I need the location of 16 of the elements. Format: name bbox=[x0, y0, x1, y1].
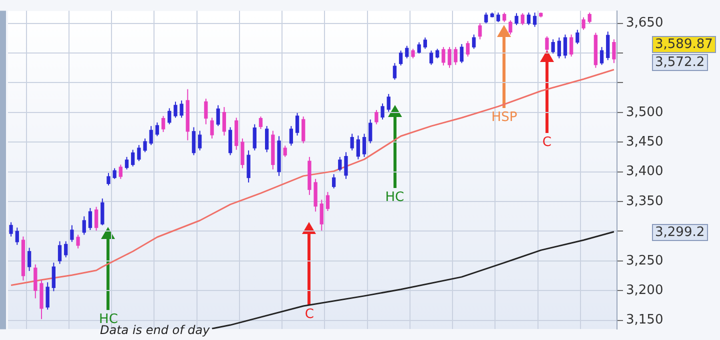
annotation: C bbox=[304, 307, 314, 322]
text: 3,589.87 bbox=[652, 36, 716, 53]
annotation: HSP bbox=[491, 110, 518, 125]
annotation: Data is end of day bbox=[100, 323, 210, 337]
text: 3,299.2 bbox=[652, 224, 708, 241]
annotation: C bbox=[542, 135, 552, 150]
y-tick-label: 3,500 bbox=[626, 104, 664, 120]
y-tick-label: 3,350 bbox=[626, 194, 664, 209]
y-tick-label: 3,150 bbox=[626, 312, 664, 328]
y-tick-label: 3,400 bbox=[626, 164, 664, 180]
annotation: HC bbox=[385, 190, 404, 205]
y-tick-label: 3,200 bbox=[626, 282, 664, 298]
text: 3,572.2 bbox=[652, 54, 708, 71]
y-tick-label: 3,250 bbox=[626, 253, 664, 268]
y-tick-label: 3,650 bbox=[626, 16, 664, 31]
y-tick-label: 3,450 bbox=[626, 134, 664, 150]
